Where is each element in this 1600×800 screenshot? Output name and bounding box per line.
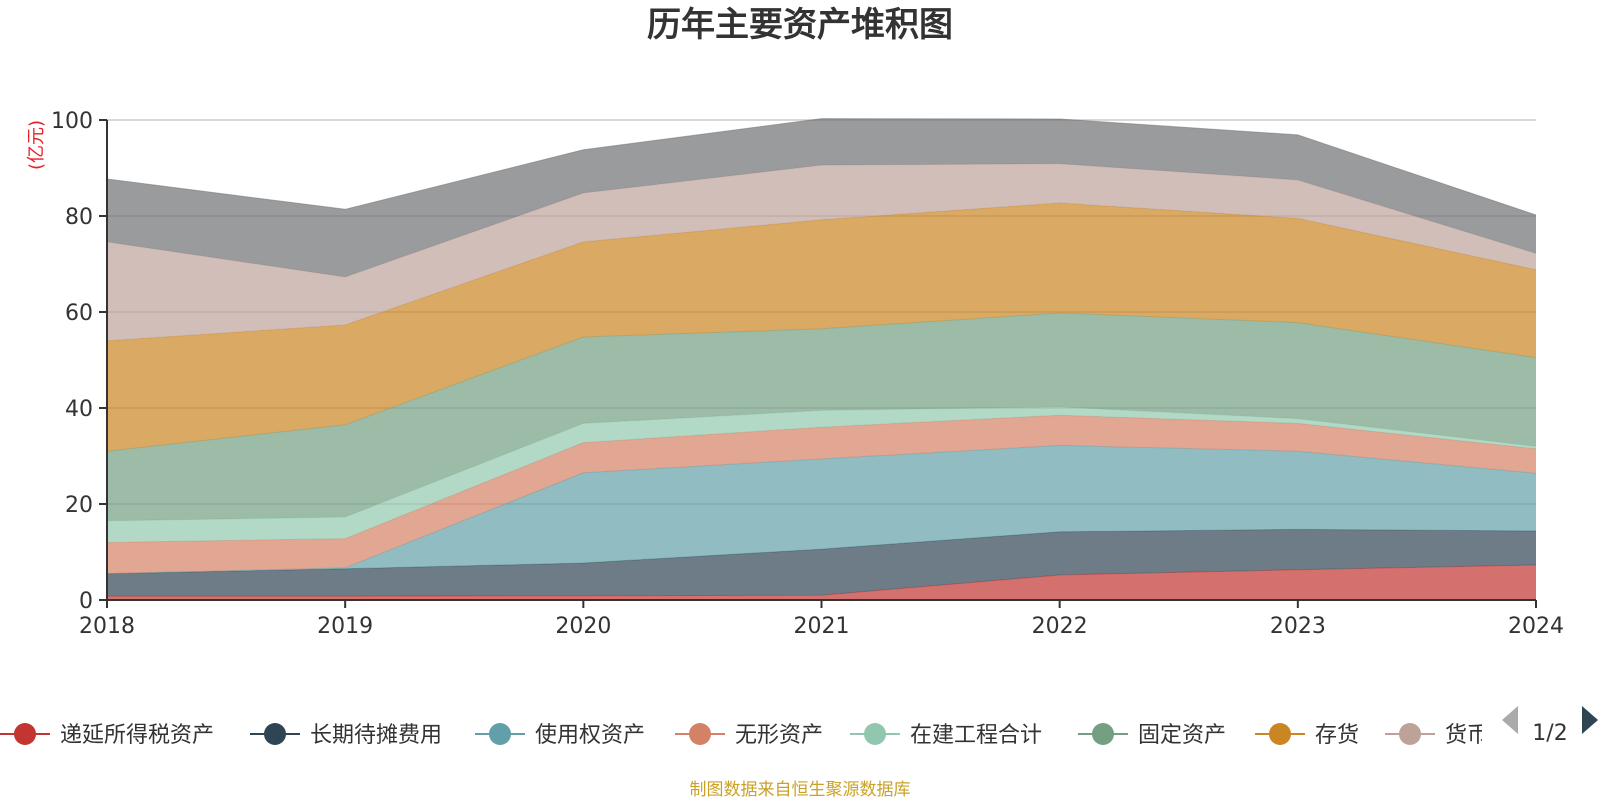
legend-marker-icon bbox=[864, 723, 886, 745]
y-tick-label: 0 bbox=[79, 589, 93, 614]
x-tick-label: 2023 bbox=[1270, 614, 1326, 639]
area-series-group bbox=[106, 118, 1537, 600]
legend-page-indicator: 1/2 bbox=[1532, 721, 1567, 746]
legend-marker-icon bbox=[1399, 723, 1421, 745]
area-series-5[interactable] bbox=[107, 407, 1536, 543]
area-series-9[interactable] bbox=[107, 118, 1536, 277]
legend-label: 使用权资产 bbox=[535, 723, 645, 748]
legend-item[interactable]: 长期待摊费用 bbox=[250, 723, 442, 748]
legend-item[interactable]: 固定资产 bbox=[1078, 723, 1226, 748]
legend-prev-page-icon[interactable] bbox=[1502, 706, 1518, 734]
legend-item[interactable]: 递延所得税资产 bbox=[0, 723, 214, 748]
y-tick-label: 40 bbox=[65, 397, 93, 422]
x-tick-label: 2021 bbox=[794, 614, 850, 639]
legend-label: 无形资产 bbox=[735, 723, 823, 748]
area-series-3[interactable] bbox=[107, 445, 1536, 574]
legend-label: 在建工程合计 bbox=[910, 723, 1042, 748]
y-tick-label: 60 bbox=[65, 301, 93, 326]
legend: 递延所得税资产 长期待摊费用 使用权资产 无形资产 在建工程合计 固定资产 存货 货币 bbox=[0, 723, 1489, 748]
x-tick-label: 2020 bbox=[555, 614, 611, 639]
legend-item[interactable]: 在建工程合计 bbox=[850, 723, 1042, 748]
chart-title: 历年主要资产堆积图 bbox=[647, 5, 953, 45]
area-series-1[interactable] bbox=[107, 565, 1536, 600]
legend-item[interactable]: 使用权资产 bbox=[475, 723, 645, 748]
area-series-4[interactable] bbox=[107, 415, 1536, 574]
legend-marker-icon bbox=[1269, 723, 1291, 745]
x-tick-label: 2018 bbox=[79, 614, 135, 639]
legend-marker-icon bbox=[1092, 723, 1114, 745]
legend-marker-icon bbox=[264, 723, 286, 745]
legend-item[interactable]: 货币 bbox=[1385, 723, 1489, 748]
legend-label: 货币 bbox=[1445, 723, 1489, 748]
legend-marker-icon bbox=[14, 723, 36, 745]
legend-marker-icon bbox=[689, 723, 711, 745]
legend-marker-icon bbox=[489, 723, 511, 745]
legend-pager: 1/2 bbox=[1502, 706, 1598, 746]
legend-label: 长期待摊费用 bbox=[310, 723, 442, 748]
x-tick-label: 2019 bbox=[317, 614, 373, 639]
y-axis-unit-label: (亿元) bbox=[26, 120, 47, 170]
area-series-7[interactable] bbox=[107, 203, 1536, 452]
area-series-2[interactable] bbox=[107, 529, 1536, 597]
y-tick-label: 100 bbox=[51, 109, 93, 134]
legend-label: 存货 bbox=[1315, 723, 1359, 748]
x-tick-label: 2022 bbox=[1032, 614, 1088, 639]
legend-label: 固定资产 bbox=[1138, 723, 1226, 748]
area-series-edge bbox=[106, 118, 1537, 216]
area-series-6[interactable] bbox=[107, 313, 1536, 521]
axes: 2018 2019 2020 2021 2022 2023 2024 bbox=[79, 119, 1564, 639]
legend-label: 递延所得税资产 bbox=[60, 723, 214, 748]
y-tick-label: 80 bbox=[65, 205, 93, 230]
y-tick-label: 20 bbox=[65, 493, 93, 518]
legend-item[interactable]: 无形资产 bbox=[675, 723, 823, 748]
legend-next-page-icon[interactable] bbox=[1582, 706, 1598, 734]
area-series-8[interactable] bbox=[107, 163, 1536, 341]
legend-item[interactable]: 存货 bbox=[1255, 723, 1359, 748]
data-source-footer: 制图数据来自恒生聚源数据库 bbox=[690, 780, 911, 800]
x-tick-label: 2024 bbox=[1508, 614, 1564, 639]
